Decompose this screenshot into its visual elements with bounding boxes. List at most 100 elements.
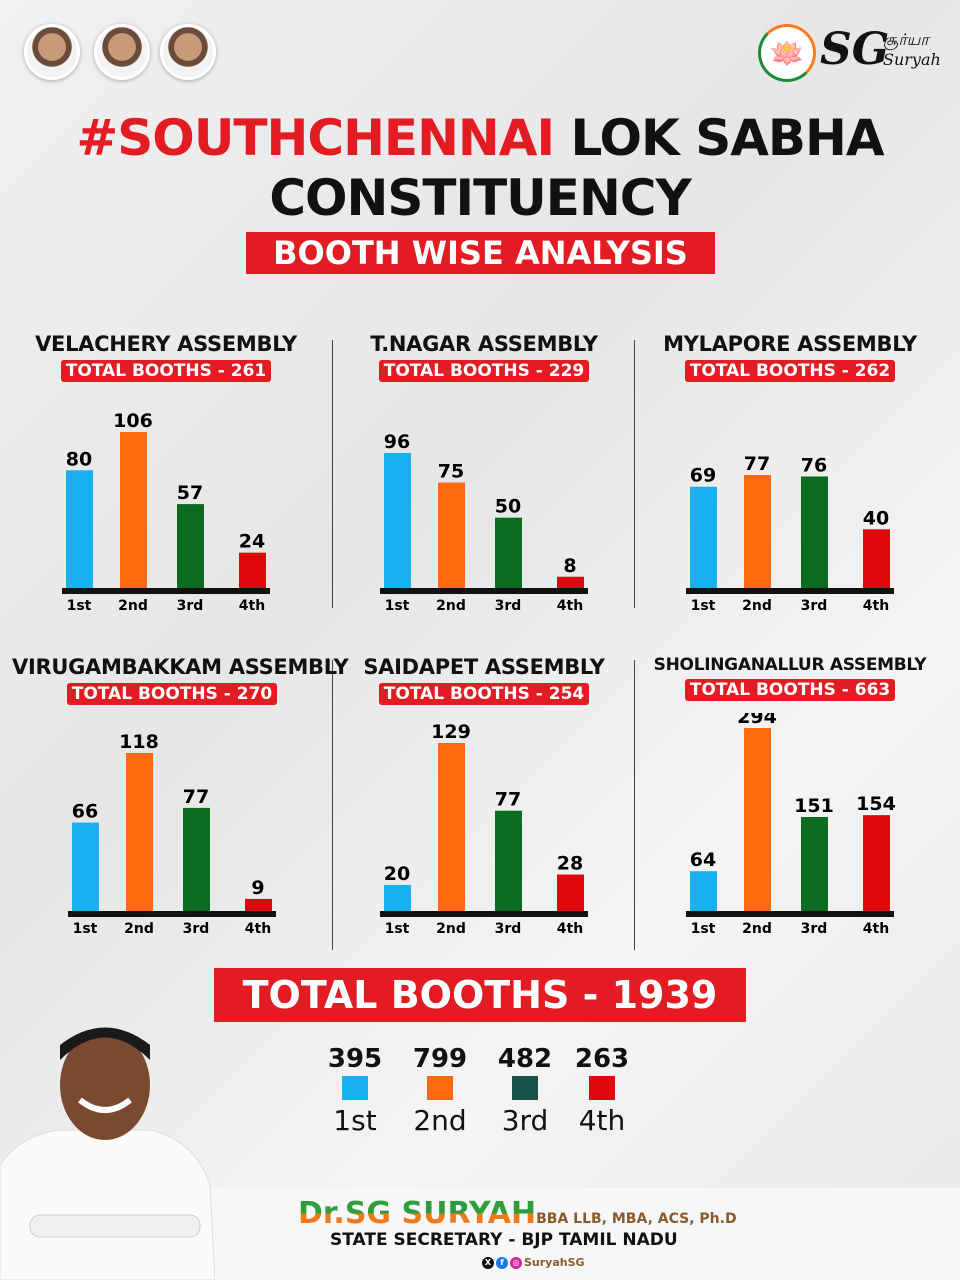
- x-tick-label: 3rd: [801, 598, 828, 614]
- bar-4th: [557, 874, 584, 911]
- facebook-icon: f: [496, 1256, 508, 1269]
- x-tick-label: 2nd: [118, 598, 148, 614]
- x-tick-label: 1st: [67, 598, 92, 614]
- data-label: 9: [251, 877, 264, 899]
- data-label: 77: [744, 453, 770, 475]
- data-label: 24: [239, 531, 265, 553]
- bar-1st: [384, 453, 411, 588]
- bar-chart: 20 1st 129 2nd 77 3rd 28 4th: [380, 721, 588, 937]
- data-label: 57: [177, 482, 203, 504]
- data-label: 151: [794, 795, 834, 817]
- bar-4th: [557, 576, 584, 588]
- subtitle-banner: BOOTH WISE ANALYSIS: [246, 232, 715, 274]
- summary-label: 2nd: [413, 1104, 467, 1137]
- bar-1st: [690, 486, 717, 588]
- chart-title: SHOLINGANALLUR ASSEMBLY: [653, 655, 927, 675]
- title-hashtag: #SOUTHCHENNAI: [76, 109, 555, 167]
- total-booths-badge: TOTAL BOOTHS - 663: [684, 679, 896, 701]
- leader-photo-2: [94, 24, 150, 80]
- footer-role: STATE SECRETARY - BJP TAMIL NADU: [330, 1230, 678, 1250]
- summary-label: 1st: [333, 1104, 377, 1137]
- chart-title: T.NAGAR ASSEMBLY: [370, 332, 598, 356]
- summary-swatch: [512, 1076, 538, 1100]
- x-tick-label: 2nd: [436, 598, 466, 614]
- bar-3rd: [177, 504, 204, 588]
- x-tick-label: 4th: [239, 598, 265, 614]
- x-tick-label: 4th: [245, 921, 271, 937]
- logo-name: சூர்யா Suryah: [883, 30, 941, 69]
- data-label: 96: [384, 431, 410, 453]
- x-tick-label: 2nd: [742, 598, 772, 614]
- title-line2: CONSTITUENCY: [269, 169, 691, 227]
- x-tick-label: 1st: [691, 598, 716, 614]
- summary-value: 395: [327, 1044, 383, 1074]
- x-tick-label: 4th: [863, 921, 889, 937]
- chart-panel: VELACHERY ASSEMBLY TOTAL BOOTHS - 261 80 1s…: [6, 332, 326, 614]
- x-tick-label: 4th: [863, 598, 889, 614]
- bar-2nd: [120, 432, 147, 588]
- chart-title: VELACHERY ASSEMBLY: [35, 332, 297, 356]
- footer-name: Dr.SG SURYAH: [298, 1196, 537, 1231]
- social-links: X f ◎ SuryahSG: [482, 1256, 585, 1269]
- page-title: #SOUTHCHENNAI LOK SABHA CONSTITUENCY: [0, 108, 960, 228]
- x-tick-label: 1st: [385, 921, 410, 937]
- divider: [634, 660, 635, 950]
- summary-label: 4th: [578, 1104, 626, 1137]
- summary-label: 3rd: [501, 1104, 549, 1137]
- total-booths-badge: TOTAL BOOTHS - 229: [378, 360, 590, 382]
- x-tick-label: 3rd: [177, 598, 204, 614]
- summary-item: 395 1st: [315, 1044, 395, 1137]
- summary-item: 263 4th: [562, 1044, 642, 1137]
- logo-monogram: SG: [820, 24, 890, 75]
- x-tick-label: 3rd: [183, 921, 210, 937]
- summary-item: 482 3rd: [485, 1044, 565, 1137]
- summary-value: 799: [412, 1044, 468, 1074]
- x-tick-label: 1st: [385, 598, 410, 614]
- instagram-icon: ◎: [510, 1256, 522, 1269]
- chart-title: MYLAPORE ASSEMBLY: [663, 332, 917, 356]
- data-label: 28: [557, 853, 583, 875]
- data-label: 66: [72, 801, 98, 823]
- x-axis-line: [68, 911, 276, 917]
- data-label: 69: [690, 465, 716, 487]
- x-tick-label: 1st: [73, 921, 98, 937]
- total-booths-badge: TOTAL BOOTHS - 254: [378, 683, 590, 705]
- x-icon: X: [482, 1256, 494, 1269]
- bar-2nd: [126, 753, 153, 911]
- lotus-icon: 🪷: [758, 24, 816, 82]
- bar-chart: 80 1st 106 2nd 57 3rd 24 4th: [62, 410, 270, 614]
- leader-photo-1: [24, 24, 80, 80]
- data-label: 75: [438, 461, 464, 483]
- total-booths-badge: TOTAL BOOTHS - 270: [66, 683, 278, 705]
- bar-1st: [72, 822, 99, 911]
- data-label: 118: [119, 731, 159, 753]
- leader-photo-3: [160, 24, 216, 80]
- summary-item: 799 2nd: [400, 1044, 480, 1137]
- bar-1st: [66, 470, 93, 588]
- x-tick-label: 2nd: [124, 921, 154, 937]
- summary-value: 482: [497, 1044, 553, 1074]
- x-tick-label: 3rd: [495, 921, 522, 937]
- x-tick-label: 4th: [557, 921, 583, 937]
- person-photo: [0, 1027, 215, 1280]
- footer-degrees: BBA LLB, MBA, ACS, Ph.D: [536, 1211, 737, 1227]
- data-label: 8: [563, 555, 576, 577]
- summary-swatch: [342, 1076, 368, 1100]
- divider: [332, 340, 333, 608]
- x-axis-line: [686, 588, 894, 594]
- x-axis-line: [686, 911, 894, 917]
- x-tick-label: 2nd: [436, 921, 466, 937]
- x-tick-label: 4th: [557, 598, 583, 614]
- title-rest: LOK SABHA: [554, 109, 884, 167]
- chart-panel: SHOLINGANALLUR ASSEMBLY TOTAL BOOTHS - 66…: [630, 655, 950, 937]
- bar-chart: 96 1st 75 2nd 50 3rd 8 4th: [380, 431, 588, 614]
- bar-4th: [863, 815, 890, 911]
- chart-panel: SAIDAPET ASSEMBLY TOTAL BOOTHS - 254 20 1st…: [324, 655, 644, 937]
- summary-swatch: [589, 1076, 615, 1100]
- data-label: 106: [113, 410, 153, 432]
- data-label: 20: [384, 863, 410, 885]
- chart-panel: T.NAGAR ASSEMBLY TOTAL BOOTHS - 229 96 1st 7…: [324, 332, 644, 614]
- data-label: 77: [183, 786, 209, 808]
- total-booths-badge: TOTAL BOOTHS - 262: [684, 360, 896, 382]
- total-booths-badge: TOTAL BOOTHS - 261: [60, 360, 272, 382]
